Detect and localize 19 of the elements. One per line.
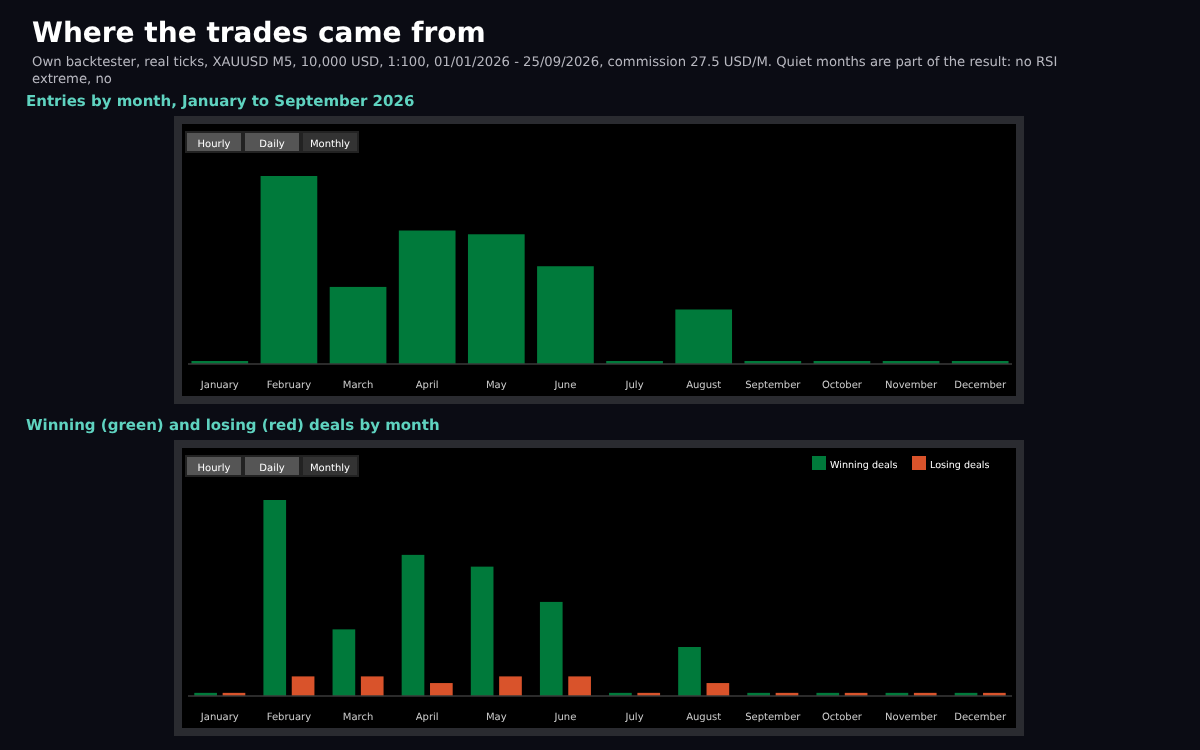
bar xyxy=(568,676,591,696)
bar xyxy=(260,176,318,364)
bar xyxy=(467,234,525,364)
bar xyxy=(398,230,456,364)
bar xyxy=(430,683,453,696)
bar xyxy=(539,601,563,696)
bar xyxy=(332,629,356,696)
bar xyxy=(678,647,701,696)
text: Where the trades came from xyxy=(32,18,486,50)
bar xyxy=(675,309,733,364)
bar xyxy=(291,676,315,696)
bar xyxy=(360,676,384,696)
bar xyxy=(263,500,287,696)
bar xyxy=(706,683,730,696)
bar xyxy=(537,266,594,364)
bar xyxy=(499,676,522,696)
bar xyxy=(470,566,494,696)
bar xyxy=(401,554,425,696)
bar xyxy=(329,286,387,364)
